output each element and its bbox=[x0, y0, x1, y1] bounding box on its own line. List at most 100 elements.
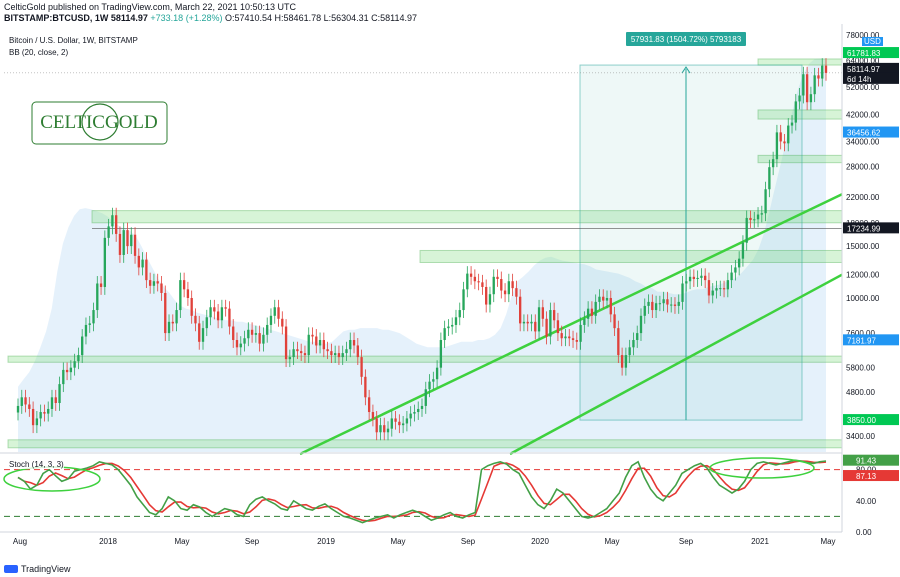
candle-body bbox=[375, 418, 378, 433]
bb-fill bbox=[18, 58, 826, 452]
candle-body bbox=[88, 323, 91, 325]
candle-body bbox=[28, 404, 31, 409]
candle-body bbox=[175, 310, 178, 324]
candle-body bbox=[711, 290, 714, 296]
candle-body bbox=[54, 397, 57, 404]
ohlc-close: C:58114.97 bbox=[371, 13, 418, 23]
candle-body bbox=[296, 349, 299, 352]
time-tick-label: May bbox=[604, 537, 619, 546]
candle-body bbox=[148, 280, 152, 286]
price-chart[interactable]: 57931.83 (1504.72%) 5793183 3400.00 4800.… bbox=[0, 24, 900, 555]
candle-body bbox=[469, 273, 473, 277]
candle-body bbox=[39, 412, 42, 419]
candle-body bbox=[186, 289, 190, 298]
candle-body bbox=[300, 351, 303, 354]
candle-body bbox=[779, 132, 782, 142]
candle-body bbox=[360, 357, 363, 377]
candle-body bbox=[809, 94, 813, 103]
candle-body bbox=[318, 340, 322, 346]
stoch-indicator-label: Stoch (14, 3, 3) bbox=[9, 460, 64, 469]
time-tick-label: 2019 bbox=[317, 537, 335, 546]
candle-body bbox=[92, 310, 95, 324]
candle-body bbox=[575, 340, 578, 342]
candle-body bbox=[696, 277, 699, 280]
candle-body bbox=[568, 336, 571, 339]
candle-body bbox=[311, 334, 314, 337]
candle-body bbox=[681, 283, 684, 302]
candle-body bbox=[330, 351, 333, 356]
candle-body bbox=[65, 369, 69, 373]
measure-label: 57931.83 (1504.72%) 5793183 bbox=[631, 35, 742, 44]
price-label: 61781.83 bbox=[847, 49, 881, 58]
price-tick-label: 3400.00 bbox=[846, 432, 875, 441]
footer: TradingView bbox=[4, 564, 71, 574]
candle-body bbox=[303, 353, 307, 356]
price-label-bg bbox=[843, 62, 899, 74]
candle-body bbox=[103, 237, 107, 287]
price-label-bg bbox=[843, 126, 899, 138]
candle-body bbox=[511, 281, 514, 289]
candle-body bbox=[111, 215, 114, 227]
price-tick-label: 12000.00 bbox=[846, 271, 880, 280]
candle-body bbox=[228, 308, 231, 327]
price-axis: 3400.00 4800.00 5800.00 7600.00 10000.00 1200… bbox=[841, 24, 899, 537]
candle-body bbox=[617, 328, 620, 356]
candle-body bbox=[398, 421, 401, 426]
logo-text: CELTICGOLD bbox=[40, 112, 158, 133]
candle-body bbox=[639, 315, 643, 334]
candle-body bbox=[205, 317, 208, 329]
candle-body bbox=[277, 307, 280, 319]
candle-body bbox=[485, 286, 488, 305]
candle-body bbox=[798, 95, 801, 102]
candle-body bbox=[741, 242, 745, 259]
candle-body bbox=[821, 65, 824, 79]
candle-body bbox=[670, 304, 673, 306]
candle-body bbox=[24, 397, 27, 405]
stoch-k-label: 91.43 bbox=[856, 457, 877, 466]
candle-body bbox=[666, 299, 669, 305]
candle-body bbox=[81, 336, 84, 356]
candle-body bbox=[435, 367, 439, 380]
candle-body bbox=[284, 326, 288, 360]
candle-body bbox=[458, 310, 461, 318]
candle-body bbox=[730, 272, 733, 281]
candle-body bbox=[530, 321, 533, 324]
candle-body bbox=[549, 310, 552, 337]
candle-body bbox=[654, 303, 658, 311]
candle-body bbox=[77, 355, 80, 362]
candle-body bbox=[130, 234, 133, 247]
candle-body bbox=[507, 281, 511, 295]
candle-body bbox=[745, 217, 748, 243]
candle-body bbox=[115, 215, 118, 234]
price-label-bg bbox=[843, 414, 899, 426]
stoch-k-line bbox=[17, 459, 827, 524]
candle-body bbox=[620, 355, 624, 368]
candle-body bbox=[133, 234, 137, 256]
candle-body bbox=[662, 299, 665, 304]
trendline-upper bbox=[299, 193, 843, 456]
price-tick-label: 5800.00 bbox=[846, 364, 875, 373]
support-zone bbox=[7, 439, 843, 449]
candle-body bbox=[47, 408, 50, 414]
candle-body bbox=[719, 288, 722, 290]
candle-body bbox=[156, 281, 159, 284]
candle-body bbox=[677, 301, 680, 306]
time-tick-label: May bbox=[174, 537, 189, 546]
candle-body bbox=[613, 314, 616, 329]
candle-body bbox=[141, 259, 144, 268]
candle-body bbox=[198, 323, 201, 342]
candle-body bbox=[552, 310, 556, 321]
price-label: 7181.97 bbox=[847, 336, 876, 345]
candle-body bbox=[352, 340, 356, 346]
candle-body bbox=[58, 384, 61, 404]
candle-body bbox=[409, 413, 412, 419]
currency-badge[interactable]: USD bbox=[862, 37, 883, 46]
candle-body bbox=[636, 333, 639, 341]
measure-arrow-head bbox=[681, 66, 691, 74]
candle-body bbox=[333, 353, 337, 356]
ohlc-high: H:58461.78 bbox=[274, 13, 322, 23]
candle-body bbox=[700, 275, 703, 278]
measure-label-bg bbox=[626, 32, 746, 46]
candle-body bbox=[583, 318, 586, 325]
bollinger-band-area bbox=[18, 58, 826, 452]
